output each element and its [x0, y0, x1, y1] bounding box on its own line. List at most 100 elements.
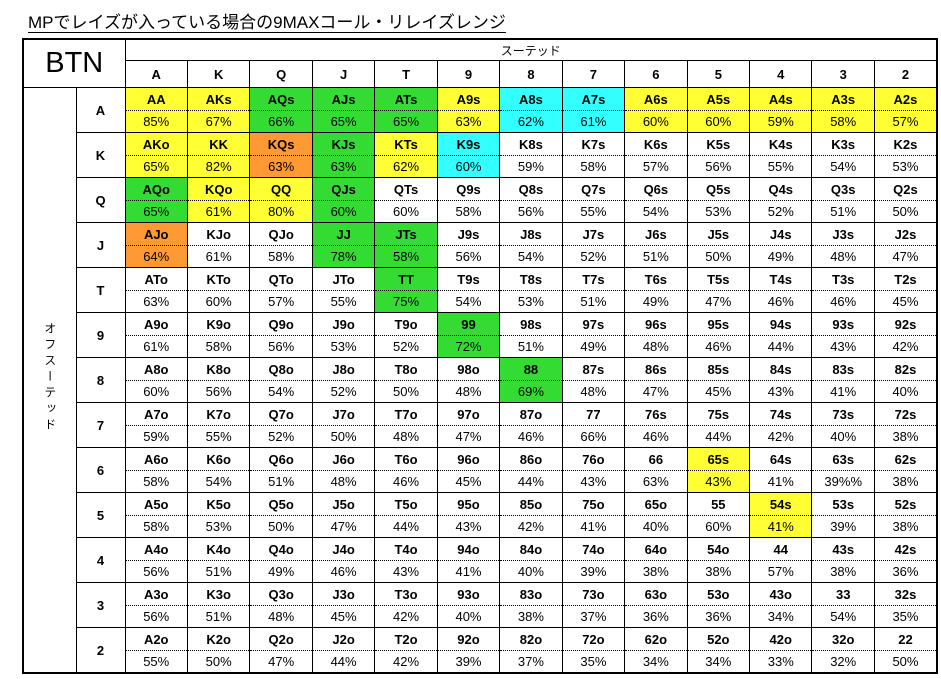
hand-label: A6s: [625, 88, 687, 111]
hand-label: J2s: [874, 223, 936, 246]
range-cell: 97o 47%: [436, 402, 501, 448]
hand-label: QTo: [250, 268, 312, 291]
range-cell: 82o 37%: [499, 627, 563, 674]
range-cell: 54o 38%: [686, 537, 751, 583]
hand-percentage: 63%: [330, 159, 357, 174]
hand-label: K7o: [187, 403, 250, 426]
hand-label: 76s: [625, 403, 687, 426]
range-cell: 97s 49%: [561, 312, 626, 358]
range-cell: KJs 63%: [311, 132, 376, 178]
row-header: 7: [75, 402, 126, 448]
hand-percentage: 42%: [767, 429, 794, 444]
hand-percentage: 34%: [642, 654, 669, 669]
hand-label: 92s: [874, 313, 936, 336]
column-header: 2: [873, 60, 938, 88]
hand-label: 83o: [500, 583, 562, 606]
row-header: 3: [75, 582, 126, 628]
hand-label: Q7o: [250, 403, 312, 426]
hand-label: AJs: [312, 88, 375, 111]
hand-label: 63s: [812, 448, 874, 471]
range-cell: 94o 41%: [436, 537, 501, 583]
hand-percentage: 44%: [393, 519, 420, 534]
hand-label: K2o: [187, 628, 250, 651]
range-cell: 87o 46%: [499, 402, 563, 448]
hand-percentage: 36%: [642, 609, 669, 624]
hand-percentage: 58%: [205, 339, 232, 354]
range-cell: J8o 52%: [311, 357, 376, 403]
hand-percentage: 47%: [268, 654, 295, 669]
hand-label: JTo: [312, 268, 375, 291]
hand-label: T4o: [375, 538, 437, 561]
range-cell: 96o 45%: [436, 447, 501, 493]
hand-label: 82s: [874, 358, 936, 381]
range-cell: 52s 38%: [873, 492, 938, 538]
range-cell: QQ 80%: [249, 177, 313, 223]
hand-label: T9s: [437, 268, 500, 291]
hand-percentage: 63%: [642, 474, 669, 489]
range-cell: Q9o 56%: [249, 312, 313, 358]
hand-percentage: 46%: [330, 564, 357, 579]
table-row: 6 A6o 58% K6o 54% Q6o 51% J6o 48% T6o 46% 96o 45% 86o…: [23, 447, 938, 493]
column-header: 3: [811, 60, 875, 88]
hand-percentage: 60%: [330, 204, 357, 219]
hand-label: 98s: [500, 313, 562, 336]
hand-label: J3o: [312, 583, 375, 606]
hand-label: T8o: [375, 358, 437, 381]
hand-label: A3o: [125, 583, 187, 606]
hand-label: A4o: [125, 538, 187, 561]
range-cell: J3o 45%: [311, 582, 376, 628]
hand-label: 97o: [437, 403, 500, 426]
range-cell: 42s 36%: [873, 537, 938, 583]
range-cell: 76s 46%: [624, 402, 688, 448]
hand-percentage: 38%: [705, 564, 732, 579]
range-cell: 55 60%: [686, 492, 751, 538]
range-cell: 85s 45%: [686, 357, 751, 403]
hand-label: AKo: [125, 133, 187, 156]
hand-label: J7s: [562, 223, 625, 246]
hand-label: 94s: [750, 313, 812, 336]
hand-label: 43s: [812, 538, 874, 561]
hand-label: T8s: [500, 268, 562, 291]
hand-label: A9s: [437, 88, 500, 111]
hand-label: 52s: [874, 493, 936, 516]
range-cell: K6o 54%: [186, 447, 251, 493]
range-cell: 53o 36%: [686, 582, 751, 628]
hand-label: 98o: [437, 358, 500, 381]
hand-label: A5o: [125, 493, 187, 516]
row-header: 5: [75, 492, 126, 538]
range-cell: J3s 48%: [811, 222, 875, 268]
range-cell: T3o 42%: [374, 582, 438, 628]
hand-label: 55: [687, 493, 750, 516]
hand-label: Q4o: [250, 538, 312, 561]
column-header: K: [186, 60, 251, 88]
hand-percentage: 65%: [143, 204, 170, 219]
hand-label: T7o: [375, 403, 437, 426]
hand-percentage: 32%: [830, 654, 857, 669]
hand-label: 53s: [812, 493, 874, 516]
hand-label: KK: [187, 133, 250, 156]
range-cell: K5s 56%: [686, 132, 751, 178]
header-row-axis: BTN スーテッド: [22, 38, 938, 88]
row-header: 8: [75, 357, 126, 403]
hand-label: KTs: [375, 133, 437, 156]
hand-percentage: 56%: [143, 609, 170, 624]
row-header: K: [75, 132, 126, 178]
hand-label: QJs: [312, 178, 375, 201]
range-cell: T6o 46%: [374, 447, 438, 493]
range-cell: 52o 34%: [686, 627, 751, 674]
hand-label: 93s: [812, 313, 874, 336]
hand-label: 88: [500, 358, 562, 381]
range-cell: T8o 50%: [374, 357, 438, 403]
range-cell: 73o 37%: [561, 582, 626, 628]
table-row: 9 A9o 61% K9o 58% Q9o 56% J9o 53% T9o 52% 99 72% 98s 5…: [23, 312, 938, 358]
range-cell: J9o 53%: [311, 312, 376, 358]
column-header: Q: [249, 60, 313, 88]
hand-percentage: 85%: [143, 114, 170, 129]
range-cell: J9s 56%: [436, 222, 501, 268]
hand-percentage: 48%: [830, 249, 857, 264]
range-cell: 33 54%: [811, 582, 875, 628]
range-cell: 87s 48%: [561, 357, 626, 403]
hand-percentage: 66%: [268, 114, 295, 129]
hand-label: 65s: [687, 448, 750, 471]
hand-label: 85s: [687, 358, 750, 381]
